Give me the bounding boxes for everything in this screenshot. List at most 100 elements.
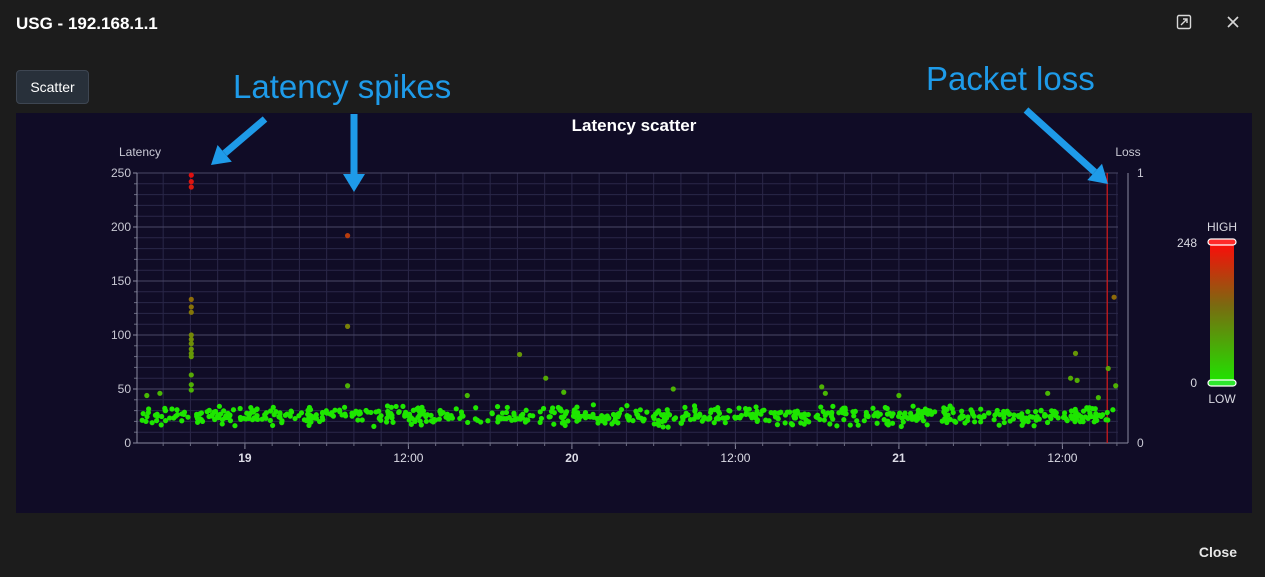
scatter-point [448,413,454,419]
scatter-point [219,421,225,427]
scatter-point [238,416,244,422]
scatter-point [458,409,465,415]
scatter-point [969,409,975,415]
packet-loss-arrow [1023,107,1108,184]
expand-icon [1176,14,1192,30]
scatter-point [624,403,630,409]
scatter-point [830,403,836,409]
scatter-point [662,418,668,424]
scatter-point [287,413,293,419]
scatter-point [311,415,318,421]
scatter-point [443,414,449,420]
scatter-point [722,420,728,426]
scatter-point [959,408,965,414]
scatter-point [465,419,471,426]
scatter-point [306,404,313,411]
scatter-point [774,422,781,428]
scatter-point [900,419,906,425]
scatter-button[interactable]: Scatter [16,70,89,104]
scatter-point [842,407,848,413]
scatter-point [660,424,666,430]
scatter-point-outlier [157,390,163,396]
scatter-point [924,422,930,428]
scatter-point [630,418,636,424]
scatter-point [1080,408,1087,414]
scatter-point [944,419,950,426]
scatter-point [672,415,679,421]
scatter-point [874,420,880,426]
scatter-point [263,410,269,416]
scatter-point-outlier [561,389,567,395]
baseline-points [139,402,1116,430]
close-button[interactable]: Close [1198,544,1237,560]
scatter-point-outlier [344,323,351,329]
scatter-point-outlier [188,304,194,310]
scatter-point [635,414,641,420]
scatter-point [707,415,713,422]
scatter-point [390,419,396,425]
scatter-point [494,404,501,410]
scatter-point [530,413,536,419]
scatter-point [489,411,495,417]
scatter-point [782,420,788,426]
scatter-point [1104,409,1110,416]
scatter-point [179,418,185,424]
scatter-point [232,423,238,429]
scatter-point [701,414,707,420]
scatter-point [169,406,175,412]
scatter-point-outlier [896,392,902,399]
scatter-point [215,412,221,418]
arrow-shaft [222,116,268,156]
annotation-packet-loss: Packet loss [926,60,1095,97]
scatter-point [270,404,276,410]
scatter-point-outlier [188,346,194,352]
scatter-point [711,407,718,413]
window-title: USG - 192.168.1.1 [16,14,158,33]
scatter-point [349,410,355,416]
scatter-point [947,403,953,409]
scatter-point [789,422,796,428]
scatter-point [1061,410,1068,416]
scatter-point [854,418,860,424]
scatter-point [276,414,282,420]
chart-title: Latency scatter [572,116,697,135]
scatter-point [303,418,310,424]
scatter-point [139,417,145,423]
close-window-button[interactable] [1222,11,1244,33]
scatter-point [1019,422,1025,428]
scatter-point [746,406,752,412]
expand-button[interactable] [1173,11,1195,33]
scatter-point [1110,407,1116,413]
scatter-point [185,414,191,420]
scatter-point [650,414,656,420]
scatter-point [420,408,427,414]
scatter-point [383,419,390,425]
scatter-point [385,408,391,415]
scatter-point [341,404,348,410]
scatter-point [1093,411,1099,417]
y2-tick-label: 1 [1137,166,1144,180]
scatter-point-outlier [188,184,194,190]
latency-spike-arrow-2 [343,114,365,192]
scatter-point [962,420,968,426]
scatter-point [1072,419,1078,425]
scatter-point [158,422,164,428]
scatter-point [1068,408,1075,414]
scatter-point [752,413,758,420]
scatter-point [393,403,399,410]
scatter-point [905,415,911,422]
scatter-point [743,411,749,418]
scatter-point [602,420,608,426]
scatter-point [806,419,812,425]
scatter-point [408,421,414,427]
annotation-latency-spikes: Latency spikes [233,68,452,105]
scatter-point-outlier [464,392,470,399]
scatter-point [537,419,543,425]
scatter-point [499,410,506,416]
scatter-point [978,406,984,412]
scatter-point [418,422,424,428]
scatter-point [821,417,827,423]
scatter-point [805,411,811,418]
scatter-point [371,423,377,429]
